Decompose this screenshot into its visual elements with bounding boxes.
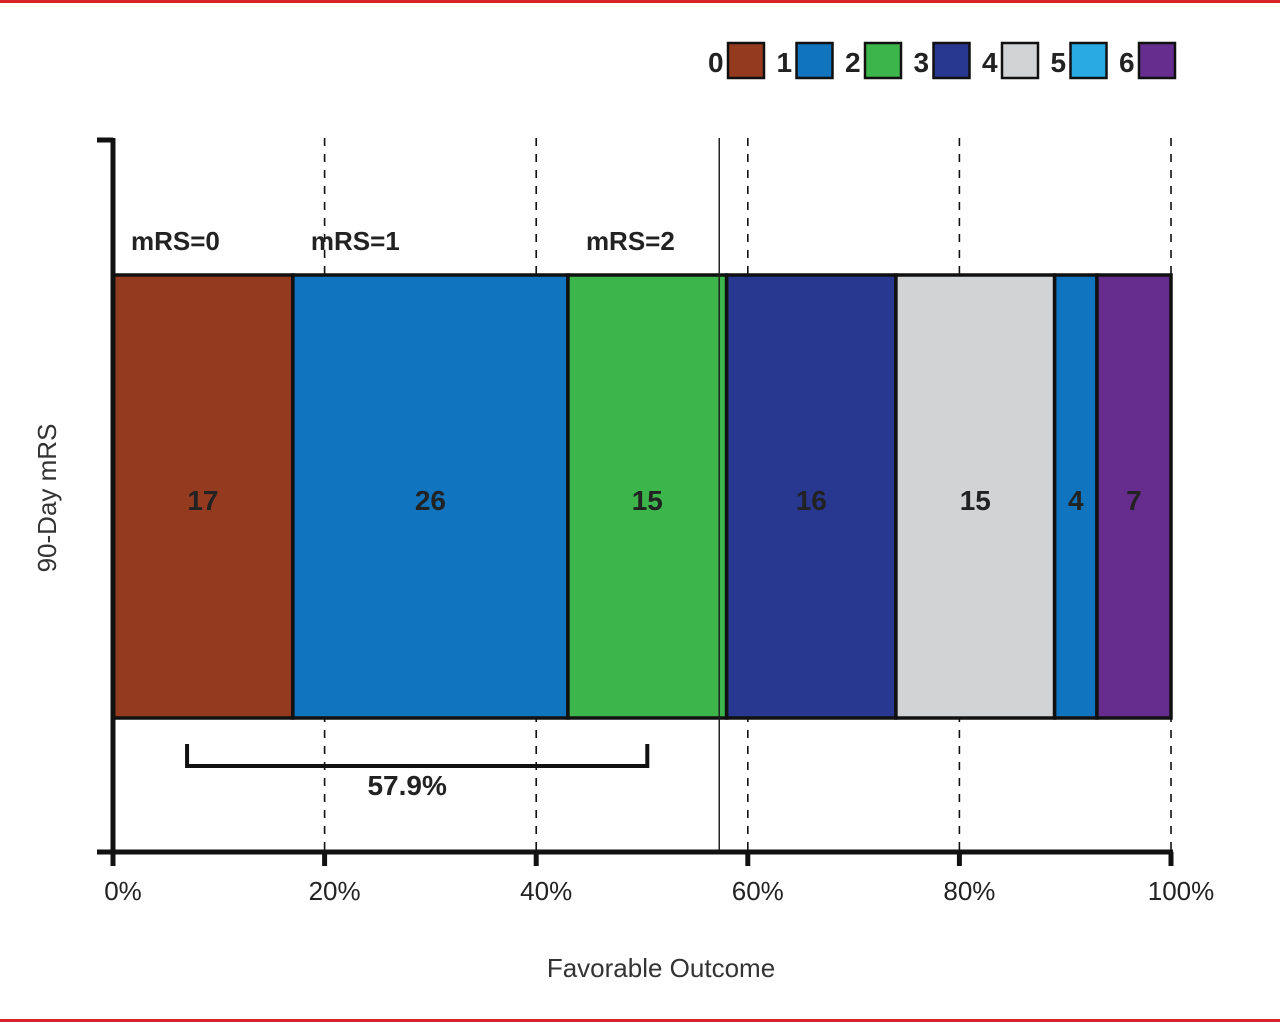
top-label-2: mRS=2 — [586, 226, 675, 256]
segment-value-labels: 17 26 15 16 15 4 7 — [187, 485, 1141, 516]
segment-label-mrs-3: 16 — [796, 485, 827, 516]
legend-swatch-0 — [726, 41, 766, 80]
segment-label-mrs-5: 4 — [1068, 485, 1084, 516]
legend-swatch-3 — [932, 41, 971, 80]
segment-label-mrs-1: 26 — [415, 485, 446, 516]
segment-label-mrs-0: 17 — [187, 485, 218, 516]
bracket-shape — [185, 744, 650, 768]
x-axis-title: Favorable Outcome — [547, 953, 775, 983]
segment-label-mrs-2: 15 — [632, 485, 663, 516]
legend-swatch-6 — [1137, 41, 1177, 80]
legend: 0 1 2 3 4 5 6 — [708, 41, 1177, 80]
legend-swatch-2 — [863, 41, 903, 80]
axes — [97, 137, 1174, 866]
segment-label-mrs-6: 7 — [1126, 485, 1142, 516]
mrs-top-labels: mRS=0 mRS=1 mRS=2 — [131, 226, 675, 256]
legend-swatch-5 — [1069, 41, 1108, 80]
bar-segment-mrs-2 — [566, 273, 729, 720]
x-tick-label-5: 100% — [1148, 876, 1215, 906]
bar-segment-mrs-5 — [1052, 273, 1099, 720]
bar-segment-mrs-0 — [111, 273, 295, 720]
bar-segments — [111, 273, 1173, 720]
x-tick-labels: 0% 20% 40% 60% 80% 100% — [104, 876, 1214, 906]
bar-segment-mrs-3 — [724, 273, 898, 720]
bar-segment-mrs-6 — [1095, 273, 1173, 720]
x-tick-label-4: 80% — [943, 876, 995, 906]
x-tick-label-0: 0% — [104, 876, 142, 906]
x-tick-label-2: 40% — [520, 876, 572, 906]
legend-label-4: 4 — [982, 47, 998, 78]
legend-label-3: 3 — [914, 47, 930, 78]
legend-swatch-1 — [795, 41, 834, 80]
legend-swatch-4 — [1000, 41, 1040, 80]
bottom-border — [0, 1019, 1280, 1022]
top-border — [0, 0, 1280, 3]
segment-label-mrs-4: 15 — [960, 485, 991, 516]
top-label-0: mRS=0 — [131, 226, 220, 256]
x-tick-label-3: 60% — [732, 876, 784, 906]
legend-label-5: 5 — [1051, 47, 1067, 78]
legend-label-0: 0 — [708, 47, 724, 78]
legend-label-6: 6 — [1119, 47, 1135, 78]
legend-label-1: 1 — [777, 47, 793, 78]
y-axis-title: 90-Day mRS — [32, 424, 62, 573]
bracket-label: 57.9% — [367, 770, 446, 801]
top-label-1: mRS=1 — [311, 226, 400, 256]
bar-segment-mrs-4 — [894, 273, 1057, 720]
legend-label-2: 2 — [845, 47, 861, 78]
x-tick-label-1: 20% — [309, 876, 361, 906]
favorable-bracket: 57.9% — [185, 744, 650, 801]
